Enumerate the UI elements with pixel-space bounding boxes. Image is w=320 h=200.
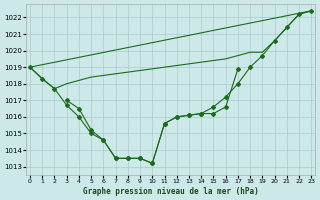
X-axis label: Graphe pression niveau de la mer (hPa): Graphe pression niveau de la mer (hPa) [83, 187, 259, 196]
